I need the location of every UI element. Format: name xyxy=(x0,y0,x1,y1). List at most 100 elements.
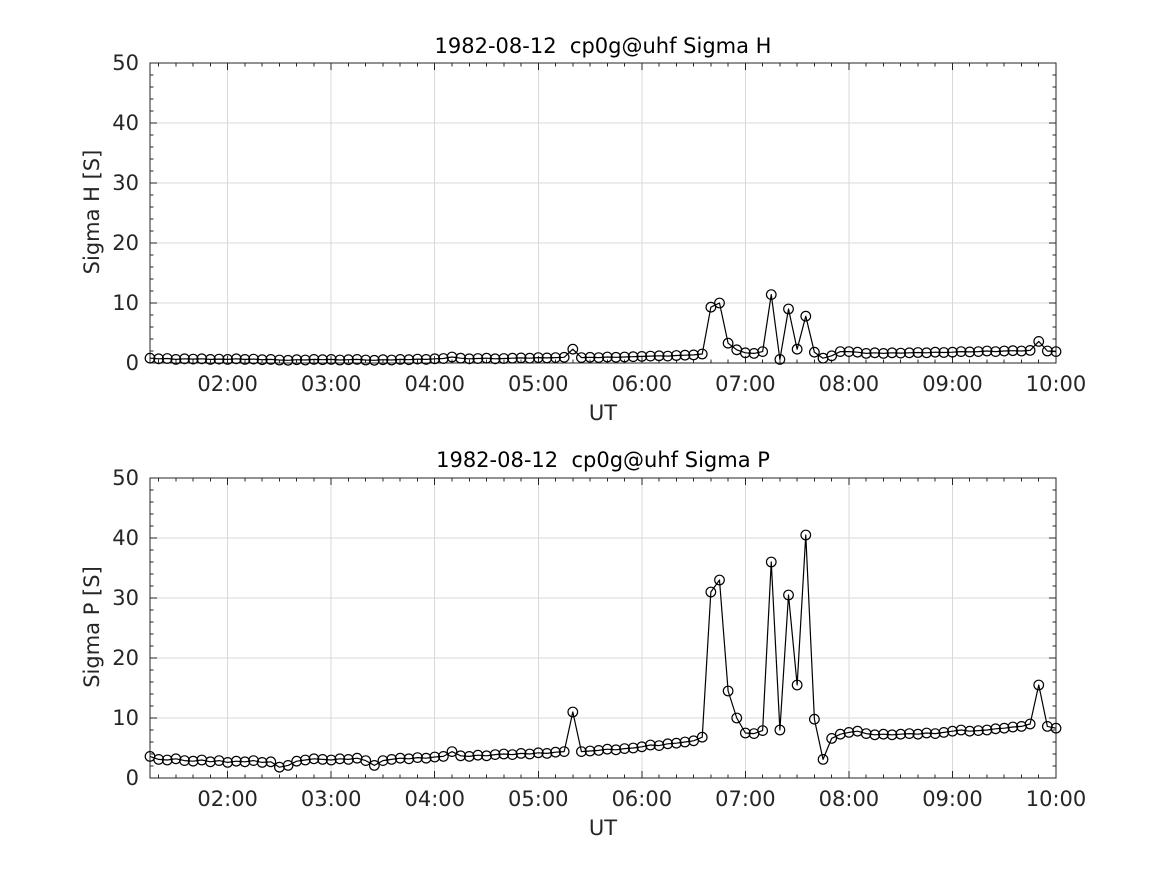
plot2-ylabel: Sigma P [S] xyxy=(80,566,104,688)
data-point xyxy=(274,354,285,366)
data-point xyxy=(981,724,993,736)
data-point xyxy=(696,731,708,743)
data-point xyxy=(869,729,881,741)
data-line xyxy=(149,534,1057,768)
data-point xyxy=(1024,345,1036,356)
y-tick-label: 30 xyxy=(112,171,139,195)
data-point xyxy=(463,353,475,365)
data-point xyxy=(619,743,630,754)
plot1-title: 1982-08-12 cp0g@uhf Sigma H xyxy=(434,34,772,58)
data-point xyxy=(722,685,734,697)
data-point xyxy=(947,346,958,358)
data-point xyxy=(299,754,311,766)
data-point xyxy=(170,354,182,365)
data-point xyxy=(394,752,406,764)
data-point xyxy=(955,346,967,358)
data-point xyxy=(368,760,380,771)
data-point xyxy=(972,346,984,358)
data-point xyxy=(998,345,1010,357)
y-tick-label: 50 xyxy=(112,51,139,75)
plot-border xyxy=(149,477,1057,779)
data-point xyxy=(256,354,268,366)
data-point xyxy=(179,353,190,365)
x-tick-label: 07:00 xyxy=(715,372,776,396)
data-point xyxy=(558,351,570,363)
data-point xyxy=(1050,722,1062,734)
data-point xyxy=(670,350,682,361)
x-tick-label: 02:00 xyxy=(197,372,258,396)
data-point xyxy=(239,756,251,768)
data-point xyxy=(722,337,734,349)
data-point xyxy=(800,310,812,322)
data-point xyxy=(489,749,501,760)
data-point xyxy=(360,354,372,366)
data-point xyxy=(921,727,932,739)
data-point xyxy=(636,351,648,362)
data-point xyxy=(610,351,622,363)
x-tick-label: 03:00 xyxy=(301,787,362,811)
data-point xyxy=(852,346,863,358)
data-point xyxy=(317,754,328,765)
data-point xyxy=(179,755,190,766)
data-point xyxy=(627,351,639,363)
data-point xyxy=(878,728,889,740)
data-point xyxy=(679,736,691,748)
data-point xyxy=(360,755,372,766)
data-point xyxy=(230,353,242,365)
data-point xyxy=(601,743,613,755)
data-point xyxy=(757,725,769,736)
data-point xyxy=(817,754,829,765)
data-point xyxy=(325,354,337,365)
data-point xyxy=(938,347,950,358)
data-point xyxy=(239,354,251,365)
plot-border xyxy=(149,62,1057,364)
data-point xyxy=(351,354,363,365)
data-point xyxy=(161,353,173,364)
data-point xyxy=(886,729,898,741)
data-point xyxy=(498,748,510,760)
data-point xyxy=(204,756,216,768)
data-point xyxy=(981,345,993,357)
data-point xyxy=(921,347,932,359)
data-point xyxy=(593,352,605,364)
data-point xyxy=(593,745,605,756)
x-tick-label: 10:00 xyxy=(1026,787,1087,811)
data-point xyxy=(265,756,277,768)
data-point xyxy=(929,346,941,358)
y-tick-label: 10 xyxy=(112,706,139,730)
data-point xyxy=(230,755,242,767)
plot1-ylabel: Sigma H [S] xyxy=(80,149,104,275)
data-point xyxy=(368,354,380,366)
data-point xyxy=(645,350,656,362)
data-point xyxy=(739,727,751,739)
data-point xyxy=(386,354,398,366)
data-point xyxy=(196,353,208,365)
data-point xyxy=(947,725,958,737)
data-point xyxy=(222,354,234,365)
data-point xyxy=(265,354,277,365)
x-tick-label: 06:00 xyxy=(612,787,673,811)
data-point xyxy=(826,733,838,744)
data-point xyxy=(161,754,173,766)
data-point xyxy=(576,352,587,364)
data-point xyxy=(515,352,527,364)
data-point xyxy=(437,353,449,364)
data-point xyxy=(774,354,786,365)
data-point xyxy=(403,753,415,765)
data-point xyxy=(955,724,967,736)
data-line xyxy=(149,294,1057,361)
y-tick-label: 10 xyxy=(112,291,139,315)
data-point xyxy=(377,354,389,366)
data-point xyxy=(420,752,432,764)
data-point xyxy=(412,752,423,763)
data-point xyxy=(489,353,501,365)
data-point xyxy=(1033,679,1045,691)
data-point xyxy=(377,755,389,766)
data-point xyxy=(299,354,311,366)
data-point xyxy=(843,346,855,358)
data-point xyxy=(282,354,294,366)
y-tick-label: 40 xyxy=(112,111,139,135)
data-point xyxy=(601,351,613,363)
data-point xyxy=(705,586,717,598)
data-point xyxy=(610,744,622,756)
